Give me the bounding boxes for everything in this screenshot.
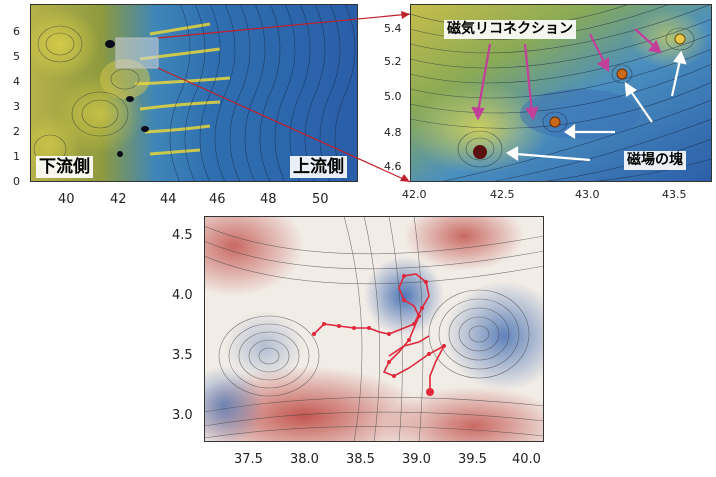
x-tick-label: 43.5 (662, 188, 687, 201)
x-tick-label: 38.0 (290, 452, 319, 467)
y-tick-label: 5.0 (384, 90, 402, 103)
panel-c-image (204, 216, 544, 442)
y-tick-label: 4 (13, 75, 20, 88)
y-tick-label: 0 (13, 175, 20, 188)
y-tick-label: 3 (13, 100, 20, 113)
y-tick-label: 4.6 (384, 160, 402, 173)
x-tick-label: 46 (209, 192, 226, 207)
y-tick-label: 4.8 (384, 126, 402, 139)
panel-c-frame (204, 216, 544, 442)
label-magnetic-reconnection: 磁気リコネクション (444, 20, 576, 39)
magnetic-clump (473, 145, 487, 159)
label-upstream: 上流側 (290, 156, 347, 178)
y-tick-label: 3.5 (172, 348, 193, 363)
y-tick-label: 4.5 (172, 228, 193, 243)
x-tick-label: 39.0 (402, 452, 431, 467)
magnetic-clump (616, 68, 628, 80)
y-tick-label: 2 (13, 125, 20, 138)
label-downstream: 下流側 (36, 156, 93, 178)
x-tick-label: 42.5 (490, 188, 515, 201)
y-tick-label: 4.0 (172, 288, 193, 303)
panel-a-frame (30, 4, 358, 182)
y-tick-label: 1 (13, 150, 20, 163)
y-tick-label: 5 (13, 50, 20, 63)
x-tick-label: 48 (260, 192, 277, 207)
y-tick-label: 5.4 (384, 22, 402, 35)
panel-b-frame (410, 4, 712, 182)
x-tick-label: 38.5 (346, 452, 375, 467)
x-tick-label: 39.5 (458, 452, 487, 467)
magnetic-clump (674, 33, 686, 45)
x-tick-label: 42 (110, 192, 127, 207)
panel-c: 4.5 4.0 3.5 3.0 37.5 38.0 38.5 39.0 39.5… (160, 212, 560, 477)
trajectory-endpoint (426, 388, 434, 396)
x-tick-label: 44 (160, 192, 177, 207)
x-tick-label: 40.0 (512, 452, 541, 467)
panel-a-image (30, 4, 358, 182)
label-magnetic-clump: 磁場の塊 (624, 151, 686, 170)
y-tick-label: 3.0 (172, 408, 193, 423)
x-tick-label: 43.0 (575, 188, 600, 201)
x-tick-label: 37.5 (234, 452, 263, 467)
zoom-connector-lines (157, 11, 411, 183)
x-tick-label: 42.0 (402, 188, 427, 201)
y-tick-label: 6 (13, 25, 20, 38)
x-tick-label: 40 (58, 192, 75, 207)
magnetic-clump (549, 116, 561, 128)
panel-a: 下流側 上流側 6 5 4 3 2 1 0 40 42 44 46 48 50 (0, 0, 362, 210)
zoom-region-box (115, 37, 159, 69)
y-tick-label: 5.2 (384, 55, 402, 68)
x-tick-label: 50 (312, 192, 329, 207)
panel-b: 磁気リコネクション 磁場の塊 5.4 5.2 5.0 4.8 4.6 42.0 … (380, 0, 716, 210)
